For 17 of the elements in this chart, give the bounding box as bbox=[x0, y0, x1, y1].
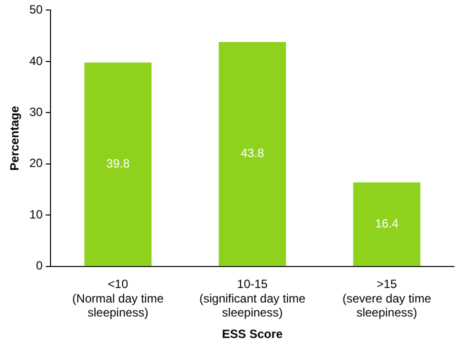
y-axis-title: Percentage bbox=[8, 106, 22, 171]
y-tick-label: 40 bbox=[29, 54, 44, 68]
data-label: 39.8 bbox=[106, 156, 130, 170]
bar bbox=[218, 42, 286, 266]
data-label: 16.4 bbox=[375, 216, 399, 230]
y-tick-label: 50 bbox=[29, 2, 44, 17]
x-axis-title: ESS Score bbox=[222, 327, 284, 342]
bar bbox=[353, 182, 420, 266]
bar bbox=[84, 62, 152, 266]
y-tick-label: 10 bbox=[29, 207, 44, 222]
x-tick-label: 10-15 (significant day time sleepiness) bbox=[199, 276, 306, 320]
y-tick-label: 30 bbox=[29, 104, 44, 119]
data-label: 43.8 bbox=[240, 146, 264, 160]
y-tick-label: 20 bbox=[29, 156, 44, 170]
x-tick-label: >15 (severe day time sleepiness) bbox=[342, 276, 432, 320]
y-tick-label: 0 bbox=[36, 258, 44, 273]
x-tick-label: <10 (Normal day time sleepiness) bbox=[72, 276, 164, 320]
